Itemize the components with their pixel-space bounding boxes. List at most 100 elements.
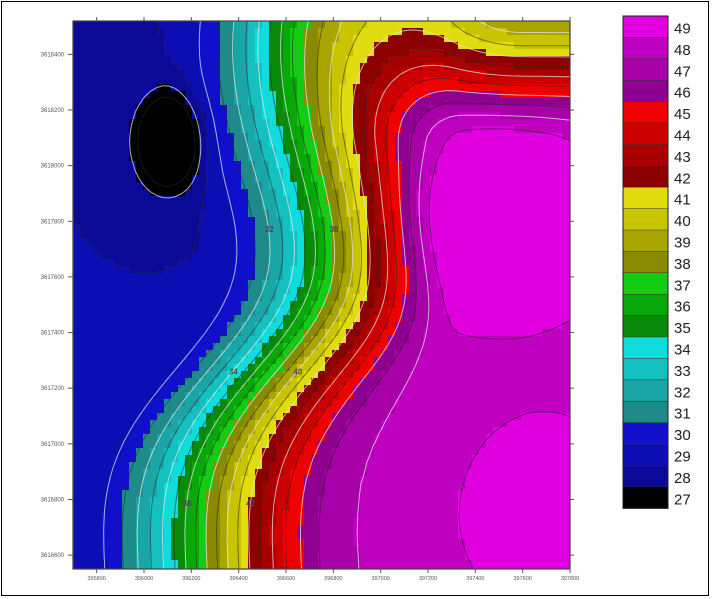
contour-cell <box>381 434 389 442</box>
contour-cell <box>437 266 445 274</box>
contour-cell <box>255 35 263 43</box>
contour-cell <box>458 210 466 218</box>
contour-cell <box>339 245 347 253</box>
contour-cell <box>220 434 228 442</box>
contour-cell <box>171 483 179 491</box>
contour-cell <box>129 511 137 519</box>
contour-cell <box>262 434 270 442</box>
contour-cell <box>430 441 438 449</box>
contour-cell <box>409 49 417 57</box>
contour-cell <box>332 112 340 120</box>
contour-cell <box>143 490 151 498</box>
contour-cell <box>129 245 137 253</box>
contour-cell <box>164 476 172 484</box>
contour-cell <box>108 98 116 106</box>
contour-cell <box>283 49 291 57</box>
contour-cell <box>108 168 116 176</box>
contour-cell <box>332 238 340 246</box>
contour-cell <box>157 490 165 498</box>
contour-cell <box>409 154 417 162</box>
contour-cell <box>458 357 466 365</box>
contour-cell <box>311 364 319 372</box>
contour-cell <box>143 77 151 85</box>
contour-cell <box>388 224 396 232</box>
contour-cell <box>318 483 326 491</box>
contour-cell <box>409 427 417 435</box>
contour-cell <box>311 343 319 351</box>
contour-cell <box>122 441 130 449</box>
contour-cell <box>556 21 564 29</box>
contour-cell <box>542 161 550 169</box>
contour-cell <box>122 203 130 211</box>
contour-cell <box>472 420 480 428</box>
contour-cell <box>535 287 543 295</box>
contour-cell <box>388 147 396 155</box>
contour-cell <box>178 350 186 358</box>
contour-cell <box>500 308 508 316</box>
contour-cell <box>101 287 109 295</box>
contour-cell <box>304 448 312 456</box>
contour-cell <box>171 224 179 232</box>
contour-cell <box>430 448 438 456</box>
contour-cell <box>94 98 102 106</box>
contour-cell <box>521 161 529 169</box>
contour-cell <box>283 140 291 148</box>
contour-cell <box>500 441 508 449</box>
contour-cell <box>318 413 326 421</box>
contour-cell <box>360 483 368 491</box>
contour-cell <box>325 294 333 302</box>
contour-cell <box>101 112 109 120</box>
contour-cell <box>472 91 480 99</box>
contour-cell <box>227 329 235 337</box>
contour-cell <box>542 168 550 176</box>
contour-cell <box>185 210 193 218</box>
contour-cell <box>283 126 291 134</box>
contour-cell <box>556 105 564 113</box>
contour-cell <box>213 301 221 309</box>
contour-cell <box>381 49 389 57</box>
contour-cell <box>73 336 81 344</box>
contour-cell <box>353 385 361 393</box>
contour-cell <box>80 245 88 253</box>
contour-cell <box>402 105 410 113</box>
contour-cell <box>283 182 291 190</box>
contour-cell <box>164 231 172 239</box>
contour-cell <box>157 413 165 421</box>
contour-cell <box>304 336 312 344</box>
contour-cell <box>360 455 368 463</box>
contour-cell <box>395 189 403 197</box>
contour-cell <box>220 154 228 162</box>
contour-cell <box>136 28 144 36</box>
contour-cell <box>395 196 403 204</box>
contour-cell <box>241 147 249 155</box>
contour-cell <box>171 420 179 428</box>
contour-cell <box>234 252 242 260</box>
contour-cell <box>255 273 263 281</box>
contour-cell <box>276 343 284 351</box>
contour-cell <box>514 224 522 232</box>
contour-cell <box>157 280 165 288</box>
contour-cell <box>290 196 298 204</box>
contour-cell <box>255 434 263 442</box>
contour-cell <box>409 175 417 183</box>
contour-cell <box>325 413 333 421</box>
contour-cell <box>80 238 88 246</box>
contour-cell <box>549 126 557 134</box>
contour-cell <box>269 42 277 50</box>
contour-cell <box>129 336 137 344</box>
contour-cell <box>122 504 130 512</box>
contour-cell <box>451 343 459 351</box>
contour-cell <box>465 168 473 176</box>
contour-cell <box>416 357 424 365</box>
contour-cell <box>80 203 88 211</box>
contour-cell <box>87 392 95 400</box>
contour-cell <box>122 252 130 260</box>
contour-cell <box>108 371 116 379</box>
contour-cell <box>535 476 543 484</box>
contour-cell <box>255 301 263 309</box>
contour-cell <box>206 441 214 449</box>
contour-cell <box>542 35 550 43</box>
contour-cell <box>241 140 249 148</box>
contour-cell <box>241 364 249 372</box>
contour-cell <box>122 287 130 295</box>
